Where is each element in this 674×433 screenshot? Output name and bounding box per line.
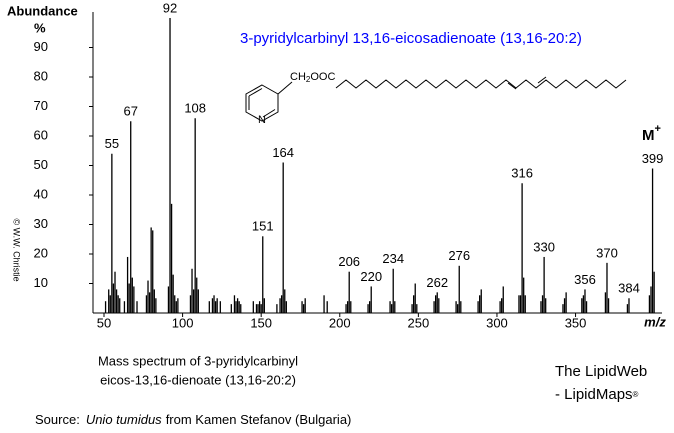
peak-label: 316 (511, 166, 533, 181)
x-tick-label: 150 (250, 315, 272, 330)
chart-title: 3-pyridylcarbinyl 13,16-eicosadienoate (… (240, 30, 582, 47)
y-axis-label: Abundance (7, 3, 78, 18)
peak-label: 92 (163, 0, 177, 15)
peak-label: 399 (642, 151, 664, 166)
source: Source: Unio tumidus from Kamen Stefanov (… (35, 412, 351, 427)
peak-label: 67 (123, 104, 137, 119)
structure-group: CH2OOC (290, 71, 335, 84)
y-tick-label: 50 (34, 157, 48, 172)
x-tick-label: 250 (408, 315, 430, 330)
x-tick-label: 50 (97, 315, 111, 330)
peak-label: 262 (426, 275, 448, 290)
peak-label: 108 (184, 101, 206, 116)
y-tick-label: 40 (34, 186, 48, 201)
structure (245, 76, 627, 122)
y-tick-label: 90 (34, 39, 48, 54)
peak-label: 234 (382, 251, 404, 266)
peak-label: 55 (105, 136, 119, 151)
peak-label: 151 (252, 219, 274, 234)
peak-label: 370 (596, 245, 618, 260)
y-tick-label: 30 (34, 216, 48, 231)
x-tick-label: 200 (329, 315, 351, 330)
x-tick-label: 350 (565, 315, 587, 330)
peak-label: 164 (272, 145, 294, 160)
peak-label: 330 (533, 239, 555, 254)
credit-line: The LipidWeb (555, 363, 647, 380)
peak-label: 276 (448, 248, 470, 263)
structure-atom: N (258, 114, 266, 126)
copyright: © W.W. Christie (12, 218, 22, 281)
y-tick-label: 80 (34, 68, 48, 83)
x-axis-label: m/z (644, 314, 666, 329)
y-axis-unit: % (34, 20, 46, 35)
caption-line: eicos-13,16-dienoate (13,16-20:2) (100, 372, 296, 387)
caption-line: Mass spectrum of 3-pyridylcarbinyl (98, 353, 298, 368)
peak-label: 384 (618, 281, 640, 296)
peak-label: 356 (574, 272, 596, 287)
credit-line: - LipidMaps® (555, 386, 639, 403)
y-tick-label: 10 (34, 275, 48, 290)
x-tick-label: 100 (172, 315, 194, 330)
y-tick-label: 20 (34, 245, 48, 260)
peak-label: 220 (360, 269, 382, 284)
y-tick-label: 70 (34, 98, 48, 113)
peak-label: 206 (338, 254, 360, 269)
x-tick-label: 300 (486, 315, 508, 330)
y-tick-label: 60 (34, 127, 48, 142)
molecular-ion: M+ (642, 123, 661, 144)
